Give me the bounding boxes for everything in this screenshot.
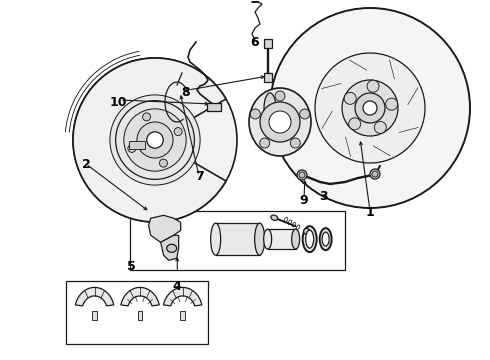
Circle shape [73, 58, 237, 222]
Polygon shape [75, 287, 114, 306]
Bar [130, 211, 345, 270]
Polygon shape [164, 287, 202, 306]
Bar [92, 311, 97, 320]
Circle shape [297, 170, 307, 180]
Circle shape [128, 144, 136, 152]
Circle shape [290, 138, 300, 148]
Circle shape [342, 80, 398, 136]
Ellipse shape [292, 229, 300, 249]
Circle shape [367, 80, 379, 92]
Polygon shape [161, 235, 179, 260]
Text: 1: 1 [366, 206, 374, 219]
Circle shape [304, 228, 310, 234]
Circle shape [300, 109, 310, 119]
Ellipse shape [264, 93, 276, 123]
Circle shape [260, 138, 270, 148]
Circle shape [355, 93, 385, 123]
Bar [66, 281, 208, 344]
Circle shape [147, 132, 163, 148]
Circle shape [374, 121, 386, 134]
Circle shape [269, 111, 291, 133]
Circle shape [370, 169, 380, 179]
Text: 8: 8 [182, 85, 190, 99]
Circle shape [110, 95, 200, 185]
Text: 4: 4 [173, 279, 182, 292]
Circle shape [260, 102, 300, 142]
Circle shape [137, 122, 173, 158]
Bar [216, 223, 260, 255]
Ellipse shape [271, 215, 278, 220]
Bar [270, 93, 295, 123]
Circle shape [124, 109, 186, 171]
Bar [129, 141, 145, 149]
Circle shape [299, 172, 305, 178]
Text: 2: 2 [82, 158, 90, 171]
Circle shape [386, 98, 398, 110]
Ellipse shape [319, 228, 332, 250]
Ellipse shape [167, 244, 177, 252]
Ellipse shape [211, 223, 220, 255]
Text: 7: 7 [195, 171, 203, 184]
Text: 10: 10 [109, 95, 127, 108]
Circle shape [159, 159, 168, 167]
Bar [207, 103, 221, 111]
Circle shape [349, 118, 361, 130]
Circle shape [174, 127, 182, 136]
Circle shape [363, 101, 377, 115]
Circle shape [143, 113, 150, 121]
Ellipse shape [264, 229, 271, 249]
Text: 5: 5 [127, 260, 136, 273]
Polygon shape [73, 58, 226, 222]
Bar [264, 73, 272, 82]
Circle shape [275, 91, 285, 101]
Ellipse shape [303, 226, 317, 252]
Text: 3: 3 [319, 190, 328, 203]
Circle shape [344, 93, 356, 104]
Ellipse shape [322, 232, 329, 246]
Text: 6: 6 [251, 36, 259, 49]
Circle shape [270, 8, 470, 208]
Polygon shape [121, 287, 159, 306]
Ellipse shape [249, 88, 311, 156]
Circle shape [315, 53, 425, 163]
Ellipse shape [306, 230, 314, 248]
Bar [180, 311, 185, 320]
Bar [264, 39, 272, 48]
Bar [138, 311, 143, 320]
Bar [268, 229, 295, 249]
Polygon shape [148, 215, 181, 242]
Text: 9: 9 [300, 194, 308, 207]
Circle shape [372, 171, 378, 177]
Ellipse shape [255, 223, 265, 255]
Circle shape [250, 109, 260, 119]
